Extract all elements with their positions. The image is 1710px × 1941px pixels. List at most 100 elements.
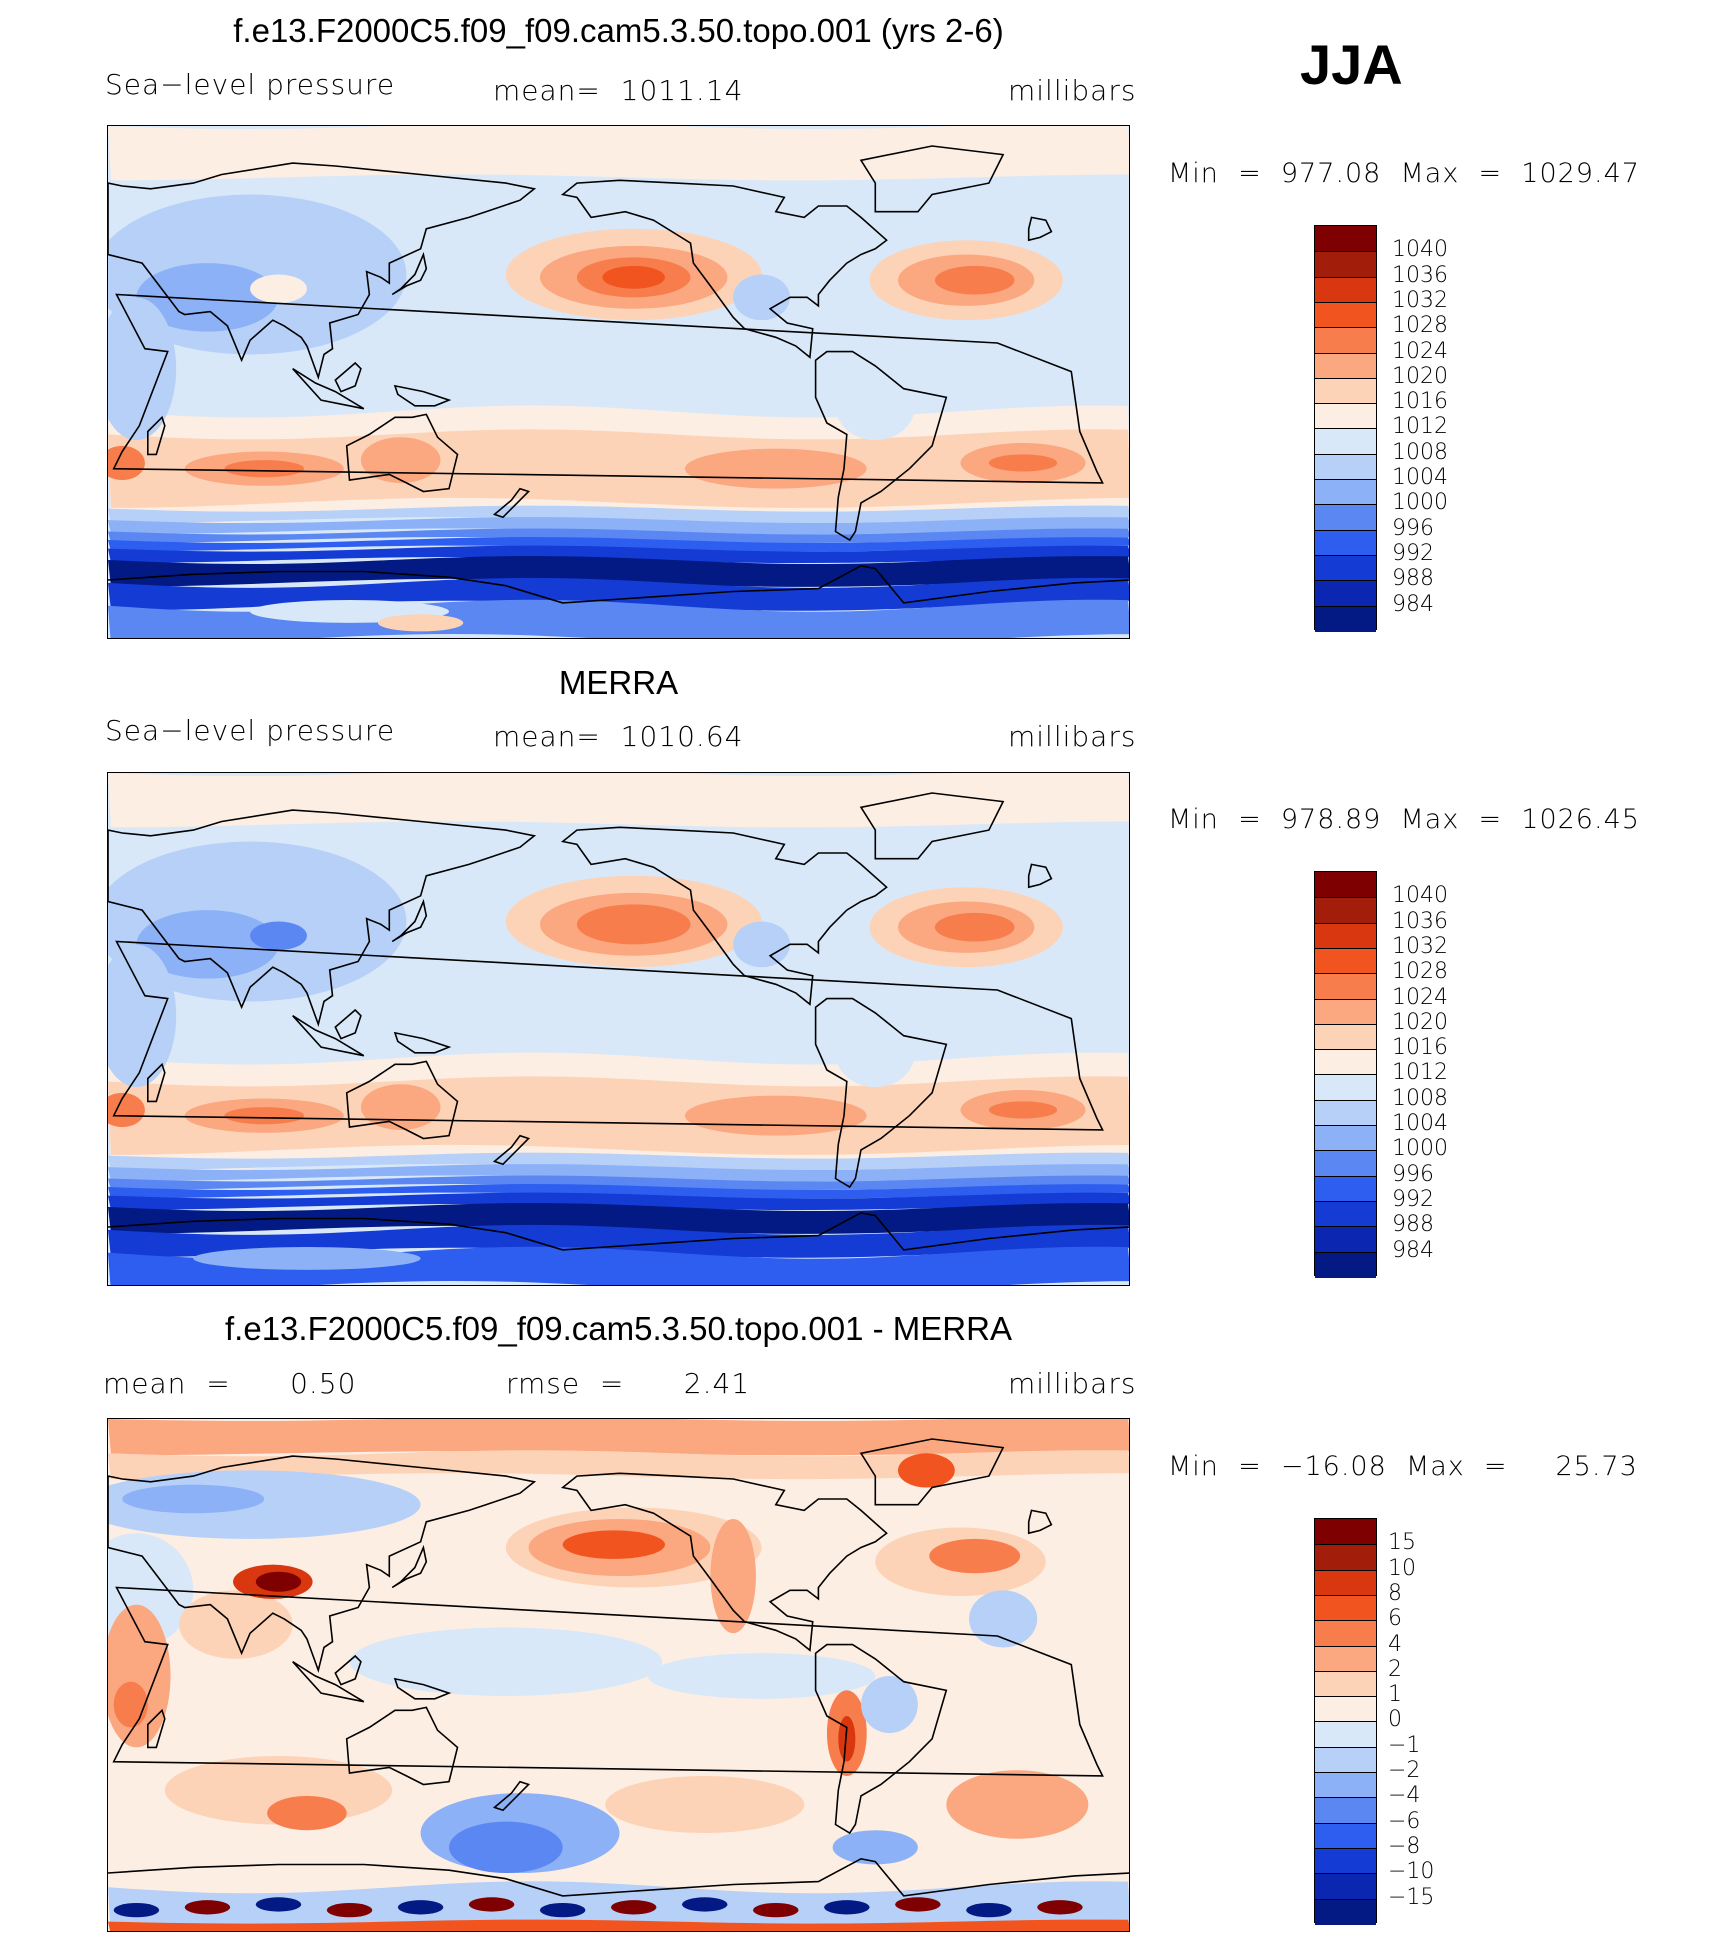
colorbar-tick-label: 8 (1388, 1580, 1402, 1606)
antarctica-coastline (108, 564, 1129, 604)
rmse-label: rmse = 2.41 (506, 1367, 751, 1400)
colorbar-swatch (1315, 529, 1376, 556)
colorbar-swatch (1315, 1049, 1376, 1076)
colorbar-swatch (1315, 1519, 1376, 1545)
colorbar-swatch (1315, 403, 1376, 430)
australia-high (360, 437, 441, 483)
pacific-high-core (576, 904, 691, 945)
arctic-band (108, 773, 1129, 828)
antarctic-anomaly (113, 1903, 160, 1918)
colorbar-tick-label: 984 (1392, 1237, 1434, 1263)
so-band-1 (108, 1152, 1129, 1171)
sw-us-low (733, 921, 790, 968)
colorbar-tick-label: 992 (1392, 1186, 1434, 1212)
indonesia-coastline (292, 368, 365, 410)
pressure-map (107, 125, 1130, 639)
panel-title: f.e13.F2000C5.f09_f09.cam5.3.50.topo.001… (225, 1310, 1012, 1347)
colorbar-tick-label: 1032 (1392, 933, 1448, 959)
colorbar-tick-label: 1004 (1392, 1111, 1448, 1136)
amazon-low (835, 1018, 916, 1088)
so-band-5 (108, 1192, 1129, 1211)
australia-coastline (345, 413, 459, 493)
arctic-band (108, 1419, 1129, 1456)
colorbar-tick-label: 6 (1388, 1606, 1402, 1632)
colorbar-swatches (1314, 1518, 1377, 1925)
so-band-4 (108, 537, 1129, 552)
africa-coastline (112, 293, 1104, 484)
colorbar-swatch (1315, 897, 1376, 924)
panel-difference: f.e13.F2000C5.f09_f09.cam5.3.50.topo.001… (0, 1293, 1710, 1938)
antarctic-anomaly (539, 1903, 586, 1918)
south-pole-band (108, 1919, 1129, 1931)
new-zealand-coastline (492, 1780, 531, 1812)
colorbar-tick-label: −4 (1388, 1783, 1421, 1809)
new-guinea-coastline (393, 1677, 452, 1700)
drake-negative (832, 1830, 918, 1865)
colorbar-swatch (1315, 1175, 1376, 1202)
map-canvas (108, 1419, 1129, 1931)
antarctic-anomaly (895, 1897, 941, 1912)
colorbar-tick-label: 1036 (1392, 908, 1448, 934)
indian-positive-core (267, 1795, 347, 1831)
colorbar-tick-label: 984 (1392, 591, 1434, 617)
tropical-negative (349, 1627, 663, 1696)
colorbar-tick-label: 1008 (1392, 439, 1448, 465)
map-canvas (108, 126, 1129, 638)
colorbar-tick-label: 992 (1392, 540, 1434, 566)
antarctic-anomaly (184, 1900, 231, 1915)
south-pacific-high (684, 1095, 867, 1136)
africa-low (108, 944, 177, 1088)
so-band-3 (108, 528, 1129, 544)
south-atlantic-high-core (988, 1101, 1058, 1119)
antarctic-anomaly (1037, 1900, 1083, 1915)
antarctic-anomaly (753, 1903, 799, 1918)
colorbar-swatch (1315, 1150, 1376, 1177)
so-band-6 (108, 556, 1129, 587)
colorbar-tick-label: 1036 (1392, 262, 1448, 288)
southern-high-belt (108, 429, 1129, 508)
colorbar-swatch (1315, 1200, 1376, 1228)
pacific-south-negative-core (449, 1821, 563, 1874)
borneo-coastline (334, 1008, 362, 1040)
eurasia-negative-core (122, 1484, 265, 1514)
so-band-2 (108, 517, 1129, 535)
atlantic-high-core (934, 265, 1015, 295)
colorbar-swatch (1315, 327, 1376, 354)
antarctic-band-1 (108, 577, 1129, 611)
south-america-coastline (814, 350, 948, 542)
new-guinea-coastline (393, 1031, 452, 1054)
colorbar-tick-label: 2 (1388, 1656, 1402, 1682)
tibet-field (250, 921, 307, 951)
min-max-label: Min = −16.08 Max = 25.73 (1168, 1451, 1638, 1482)
units-label: millibars (1008, 1367, 1137, 1400)
tibet-field (250, 274, 307, 304)
colorbar-swatch (1315, 1023, 1376, 1051)
colorbar-tick-label: 1000 (1392, 1136, 1448, 1162)
japan-coastline (391, 251, 428, 296)
south-pacific-high (684, 448, 867, 489)
colorbar-tick-label: −6 (1388, 1808, 1421, 1834)
indian-high-core (224, 460, 305, 478)
africa-coastline (112, 940, 1104, 1131)
colorbar-swatch (1315, 1594, 1376, 1622)
min-max-label: Min = 978.89 Max = 1026.45 (1168, 804, 1640, 835)
colorbar-tick-label: 1016 (1392, 1035, 1448, 1061)
colorbar-tick-label: 1000 (1392, 490, 1448, 516)
so-band-1 (108, 505, 1129, 524)
colorbar-swatch (1315, 504, 1376, 531)
colorbar-tick-label: 1040 (1392, 237, 1448, 263)
antarctic-anomaly (326, 1903, 373, 1918)
colorbar-swatch (1315, 1721, 1376, 1748)
map-canvas (108, 773, 1129, 1285)
greenland-coastline (859, 792, 1005, 860)
antarctic-plateau-high (377, 614, 464, 632)
colorbar-swatch (1315, 1645, 1376, 1672)
greenland-coastline (859, 145, 1005, 213)
panel-title: MERRA (558, 664, 679, 701)
colorbar-swatch (1315, 1797, 1376, 1824)
north-america-coastline (560, 826, 888, 1006)
rockies-positive (710, 1518, 756, 1634)
uk-coastline (1027, 863, 1053, 889)
greenland-coastline (859, 1438, 1005, 1506)
antarctic-anomaly (966, 1903, 1012, 1918)
